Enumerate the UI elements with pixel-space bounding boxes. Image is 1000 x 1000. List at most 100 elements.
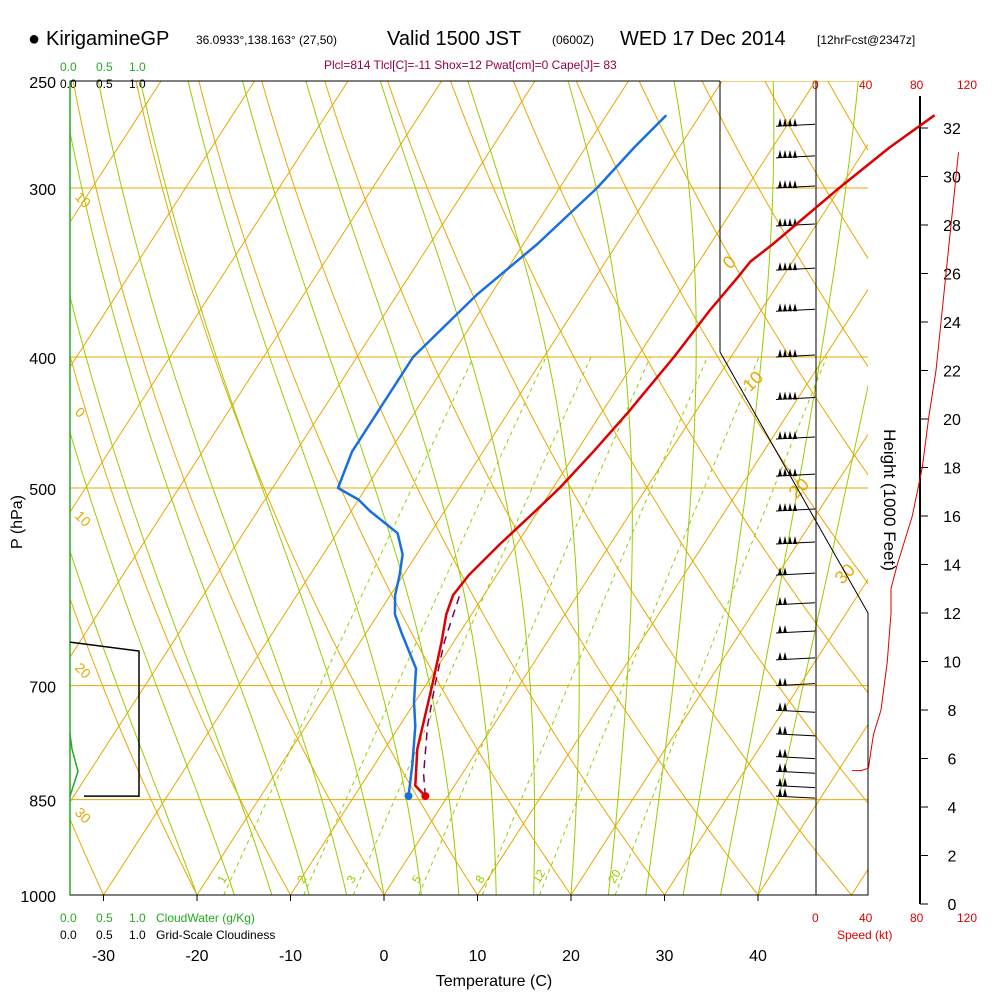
wind-barb-flag xyxy=(778,748,782,757)
cloudwater-tick-top-2: 1.0 xyxy=(129,60,146,74)
moist-adiabat xyxy=(242,81,460,895)
wind-barb-flag xyxy=(793,431,797,440)
dry-adiabat xyxy=(638,81,868,476)
wind-barb-staff xyxy=(775,795,816,799)
surface-dewpoint-dot xyxy=(404,792,413,801)
wind-barb-flag xyxy=(793,118,797,127)
stability-indices: Plcl=814 Tlcl[C]=-11 Shox=12 Pwat[cm]=0 … xyxy=(324,58,617,72)
mixing-ratio-label: 8 xyxy=(472,873,488,886)
moist-adiabat xyxy=(305,81,497,895)
isotherm xyxy=(290,81,816,895)
isotherm xyxy=(196,81,723,895)
theta-label: 30 xyxy=(72,804,94,826)
wind-barb-flag xyxy=(783,596,787,605)
wind-barb-flag xyxy=(778,624,782,633)
height-tick-label: 2 xyxy=(948,849,957,866)
thetae-label: 10 xyxy=(739,367,767,395)
wind-barb-flag xyxy=(788,180,792,189)
wind-barb-flag xyxy=(788,262,792,271)
pressure-tick-700: 700 xyxy=(29,680,56,697)
wind-barb-staff xyxy=(775,733,816,737)
temp-tick-label: 30 xyxy=(656,948,674,965)
speed-tick-bottom-1: 40 xyxy=(859,911,873,925)
cloudwater-tick-top-1: 0.5 xyxy=(96,60,113,74)
wind-barb-staff xyxy=(775,657,816,661)
dry-adiabat xyxy=(198,81,572,895)
height-tick-label: 24 xyxy=(943,315,961,332)
wind-barb-flag xyxy=(788,535,792,544)
moist-adiabat xyxy=(645,81,697,895)
mixing-ratio-line xyxy=(303,356,547,895)
wind-barb-flag xyxy=(778,777,782,786)
station-coords: 36.0933°,138.163° (27,50) xyxy=(196,33,338,47)
x-axis-label: Temperature (C) xyxy=(436,973,552,990)
mixing-ratio-label: 5 xyxy=(409,873,425,886)
dry-adiabat xyxy=(72,81,385,895)
cloudiness-tick-bottom-0: 0.0 xyxy=(60,928,77,942)
wind-barb-flag xyxy=(783,702,787,711)
wind-barb-flag xyxy=(783,748,787,757)
wind-barb-flag xyxy=(793,348,797,357)
speed-label: Speed (kt) xyxy=(837,928,893,942)
wind-barb-flag xyxy=(783,180,787,189)
speed-tick-bottom-2: 80 xyxy=(910,911,924,925)
wind-barb-flag xyxy=(783,303,787,312)
height-tick-label: 4 xyxy=(948,800,957,817)
wind-barb-flag xyxy=(793,503,797,512)
moist-adiabat xyxy=(97,81,348,895)
temp-tick-label: 40 xyxy=(749,948,767,965)
moist-adiabat xyxy=(757,383,868,895)
wind-barb-flag xyxy=(778,702,782,711)
cloudwater-tick-bottom-0: 0.0 xyxy=(60,911,77,925)
isotherm xyxy=(70,81,442,658)
forecast-date: WED 17 Dec 2014 xyxy=(620,28,786,50)
dry-adiabat xyxy=(701,81,868,368)
series-dewpoint xyxy=(336,114,668,797)
wind-barb-staff xyxy=(775,602,816,606)
cloudwater-profile xyxy=(69,733,79,797)
wind-barb-staff xyxy=(775,709,816,713)
wind-barb-flag xyxy=(783,788,787,797)
speed-tick-bottom-0: 0 xyxy=(812,911,819,925)
wind-barb-flag xyxy=(793,535,797,544)
height-axis-label: Height (1000 Feet) xyxy=(880,429,899,571)
wind-barb-flag xyxy=(783,651,787,660)
wind-barb-flag xyxy=(788,391,792,400)
cloudwater-tick-bottom-1: 0.5 xyxy=(96,911,113,925)
wind-barb-staff xyxy=(775,630,816,634)
height-tick-label: 10 xyxy=(943,655,961,672)
height-tick-label: 30 xyxy=(943,170,961,187)
cloudiness-profile xyxy=(69,641,140,797)
isotherm xyxy=(70,81,162,224)
height-tick-label: 26 xyxy=(943,267,961,284)
wind-barb-flag xyxy=(778,303,782,312)
wind-barb-flag xyxy=(788,503,792,512)
wind-barb-flag xyxy=(778,503,782,512)
wind-barb-flag xyxy=(778,391,782,400)
wind-barb-flag xyxy=(788,118,792,127)
wind-barb-flag xyxy=(783,468,787,477)
theta-label: 10 xyxy=(72,189,94,211)
moist-adiabat xyxy=(187,81,422,895)
wind-barb-flag xyxy=(783,262,787,271)
wind-barb-flag xyxy=(793,149,797,158)
temp-tick-label: -30 xyxy=(92,948,115,965)
thetae-label: 30 xyxy=(831,560,859,588)
cloudwater-tick-top-0: 0.0 xyxy=(60,60,77,74)
moist-adiabat xyxy=(682,81,775,895)
pressure-tick-1000: 1000 xyxy=(20,889,56,906)
speed-tick-top-2: 80 xyxy=(910,78,924,92)
wind-barb-flag xyxy=(778,348,782,357)
isotherm xyxy=(757,723,868,895)
moist-adiabat xyxy=(720,81,859,895)
y-axis-label: P (hPa) xyxy=(9,495,26,549)
height-tick-label: 32 xyxy=(943,121,961,138)
mixing-ratio-label: 12 xyxy=(530,867,549,886)
wind-barb-flag xyxy=(788,348,792,357)
wind-barb-flag xyxy=(793,262,797,271)
pressure-tick-300: 300 xyxy=(29,182,56,199)
mixing-ratio-label: 20 xyxy=(605,867,624,886)
mixing-ratio-line xyxy=(352,356,592,895)
wind-barb-flag xyxy=(788,303,792,312)
wind-barb-flag xyxy=(783,217,787,226)
